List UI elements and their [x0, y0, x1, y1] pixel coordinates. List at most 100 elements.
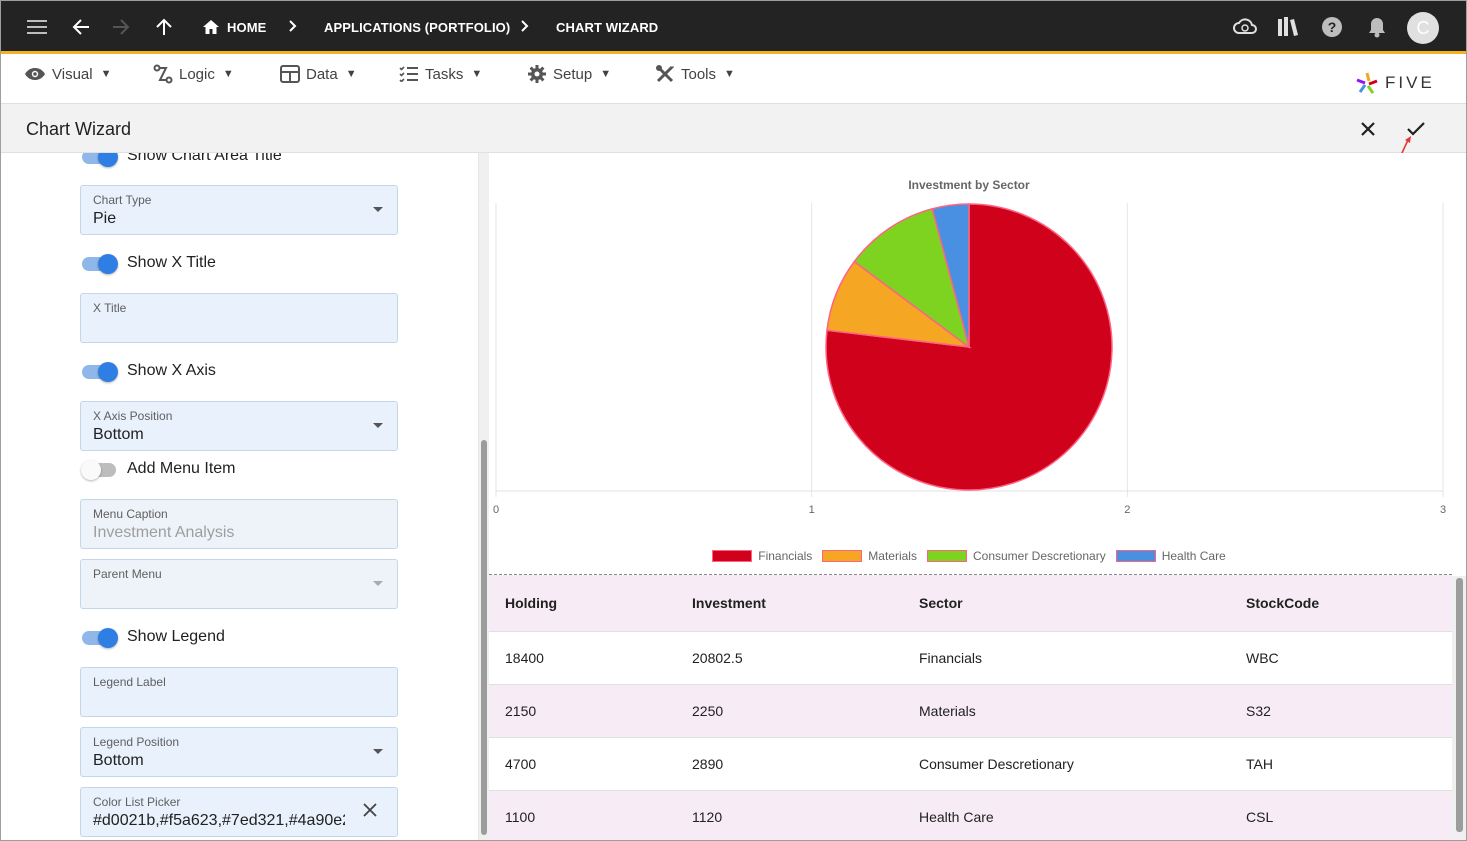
legend-item[interactable]: Materials — [822, 549, 917, 563]
check-icon — [1407, 122, 1425, 136]
show-legend-toggle[interactable] — [81, 628, 119, 648]
legend-item[interactable]: Health Care — [1115, 549, 1226, 563]
x-axis-position-value: Bottom — [93, 426, 144, 443]
menu-tasks[interactable]: Tasks ▼ — [399, 62, 482, 86]
legend-label: Health Care — [1161, 549, 1226, 563]
table-cell: CSL — [1246, 808, 1274, 825]
chart-type-select[interactable]: Chart Type Pie — [80, 185, 398, 235]
caret-down-icon: ▼ — [471, 68, 483, 80]
legend-position-label: Legend Position — [93, 735, 180, 749]
clear-icon[interactable] — [363, 803, 377, 822]
legend-swatch — [712, 550, 753, 562]
save-button[interactable] — [1403, 116, 1429, 142]
show-x-title-label: Show X Title — [127, 254, 216, 271]
form-scrollbar-thumb[interactable] — [481, 440, 487, 835]
data-table: Holding Investment Sector StockCode 1840… — [489, 575, 1452, 840]
library-icon[interactable] — [1276, 15, 1300, 39]
back-arrow-icon[interactable] — [69, 15, 93, 39]
legend-label-input[interactable]: Legend Label — [80, 667, 398, 717]
up-arrow-icon[interactable] — [152, 15, 176, 39]
eye-icon — [25, 68, 45, 80]
table-row[interactable]: 4700 2890 Consumer Descretionary TAH — [489, 737, 1452, 790]
avatar-letter: C — [1416, 17, 1430, 38]
menu-logic[interactable]: Logic ▼ — [153, 62, 234, 86]
table-cell: 4700 — [505, 755, 537, 772]
home-icon[interactable] — [199, 15, 223, 39]
dropdown-arrow-icon — [373, 207, 383, 212]
cloud-sync-icon[interactable] — [1233, 15, 1257, 39]
caret-down-icon: ▼ — [345, 68, 357, 80]
menu-caption-input: Menu Caption Investment Analysis — [80, 499, 398, 549]
color-list-picker-input[interactable]: Color List Picker #d0021b,#f5a623,#7ed32… — [80, 787, 398, 837]
table-scrollbar-thumb[interactable] — [1456, 578, 1463, 832]
five-logo: FIVE — [1355, 71, 1435, 95]
menu-visual[interactable]: Visual ▼ — [24, 62, 111, 86]
menu-setup-label: Setup — [553, 65, 593, 83]
caret-down-icon: ▼ — [100, 68, 112, 80]
table-row[interactable]: 2150 2250 Materials S32 — [489, 684, 1452, 737]
legend-label-label: Legend Label — [93, 675, 166, 689]
user-avatar[interactable]: C — [1407, 12, 1439, 44]
notifications-bell-icon[interactable] — [1365, 15, 1389, 39]
hamburger-menu-icon[interactable] — [25, 15, 49, 39]
close-icon — [1361, 122, 1375, 136]
five-logo-text: FIVE — [1385, 73, 1435, 92]
table-scrollbar[interactable] — [1452, 576, 1466, 840]
legend-swatch — [1115, 550, 1156, 562]
form-scrollbar[interactable] — [478, 153, 489, 840]
chart-legend: Financials Materials Consumer Descretionar… — [489, 549, 1449, 563]
column-header-stockcode[interactable]: StockCode — [1246, 594, 1320, 611]
color-list-picker-label: Color List Picker — [93, 795, 181, 809]
help-icon[interactable]: ? — [1320, 15, 1344, 39]
x-title-label: X Title — [93, 301, 127, 315]
column-header-sector[interactable]: Sector — [919, 594, 963, 611]
menu-tools[interactable]: Tools ▼ — [655, 62, 735, 86]
tasks-icon — [399, 66, 418, 82]
breadcrumb-applications[interactable]: APPLICATIONS (PORTFOLIO) — [324, 20, 511, 35]
pie-chart: 0 1 2 3 — [493, 203, 1446, 516]
legend-item[interactable]: Financials — [712, 549, 812, 563]
pie-slice-health-care — [931, 203, 970, 348]
table-row[interactable]: 18400 20802.5 Financials WBC — [489, 631, 1452, 684]
show-legend-label: Show Legend — [127, 628, 225, 645]
table-icon — [280, 65, 300, 83]
table-cell: S32 — [1246, 702, 1271, 719]
breadcrumb-chart-wizard: CHART WIZARD — [556, 20, 659, 35]
table-cell: 2890 — [692, 755, 724, 772]
show-chart-area-title-toggle[interactable] — [81, 153, 119, 167]
table-header-row: Holding Investment Sector StockCode — [489, 575, 1452, 631]
main-menu-bar: Visual ▼ Logic ▼ Data ▼ Tasks ▼ Setup ▼ … — [1, 54, 1466, 103]
x-axis-position-select[interactable]: X Axis Position Bottom — [80, 401, 398, 451]
menu-data[interactable]: Data ▼ — [280, 62, 357, 86]
x-tick-label: 0 — [493, 504, 499, 516]
caret-down-icon: ▼ — [600, 68, 612, 80]
five-logo-mark-icon — [1356, 72, 1378, 94]
legend-swatch — [822, 550, 863, 562]
table-row[interactable]: 1100 1120 Health Care CSL — [489, 790, 1452, 840]
add-menu-item-toggle[interactable] — [81, 460, 119, 480]
pie-slice-consumer-descretionary — [853, 207, 971, 349]
table-cell: 2250 — [692, 702, 724, 719]
forward-arrow-icon[interactable] — [109, 15, 133, 39]
breadcrumb-home[interactable]: HOME — [227, 20, 267, 35]
column-header-holding[interactable]: Holding — [505, 594, 558, 611]
dropdown-arrow-icon — [373, 581, 383, 586]
show-x-axis-toggle[interactable] — [81, 362, 119, 382]
menu-setup[interactable]: Setup ▼ — [527, 62, 611, 86]
cancel-button[interactable] — [1355, 116, 1381, 142]
dropdown-arrow-icon — [373, 423, 383, 428]
legend-label: Financials — [758, 549, 813, 563]
legend-item[interactable]: Consumer Descretionary — [926, 549, 1106, 563]
legend-position-value: Bottom — [93, 752, 144, 769]
column-header-investment[interactable]: Investment — [692, 594, 766, 611]
breadcrumb-chevron-icon — [288, 17, 298, 40]
table-cell: Health Care — [919, 808, 994, 825]
legend-position-select[interactable]: Legend Position Bottom — [80, 727, 398, 777]
show-x-axis-label: Show X Axis — [127, 362, 216, 379]
chart-settings-form: Show Chart Area Title Chart Type Pie Sho… — [1, 153, 478, 840]
x-title-input[interactable]: X Title — [80, 293, 398, 343]
show-chart-area-title-label: Show Chart Area Title — [127, 153, 282, 164]
show-x-title-toggle[interactable] — [81, 254, 119, 274]
x-tick-label: 1 — [809, 504, 815, 516]
